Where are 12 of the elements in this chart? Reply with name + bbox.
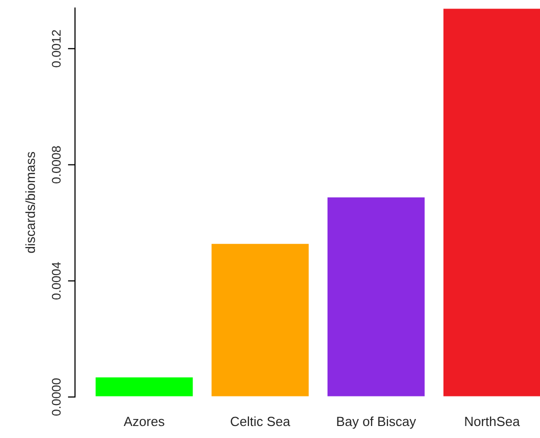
bar <box>94 376 194 397</box>
x-tick-label: NorthSea <box>465 416 520 426</box>
x-tick-label: Celtic Sea <box>230 416 290 426</box>
y-tick-label: 0.0008 <box>52 146 61 184</box>
x-tick-label: Azores <box>124 416 164 426</box>
bar <box>326 196 426 397</box>
y-tick-label: 0.0012 <box>52 30 61 68</box>
y-tick-label: 0.0004 <box>52 262 61 300</box>
x-tick-label: Bay of Biscay <box>337 416 416 429</box>
bar <box>210 242 310 397</box>
y-tick-label: 0.0000 <box>52 378 61 416</box>
y-axis-title: discards/biomass <box>25 152 36 253</box>
